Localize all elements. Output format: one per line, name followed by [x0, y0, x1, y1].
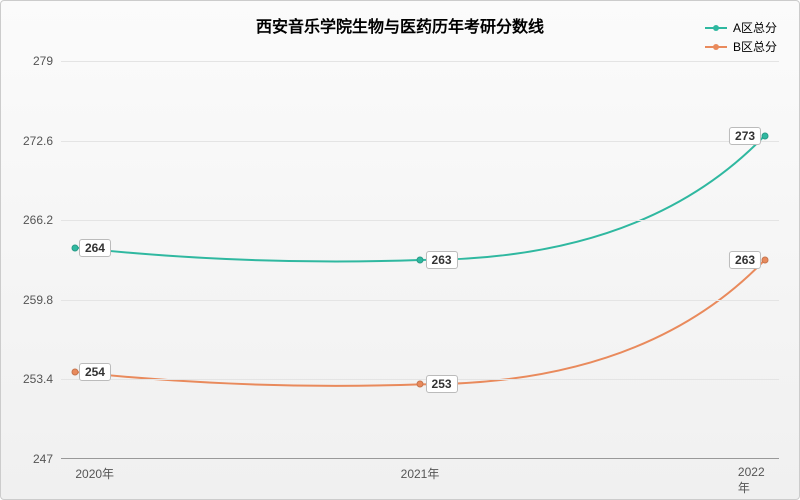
plot-area: 247253.4259.8266.2272.62792020年2021年2022… [61, 61, 779, 459]
data-marker [417, 257, 424, 264]
x-tick-label: 2020年 [75, 459, 114, 482]
y-tick-label: 272.6 [23, 134, 61, 148]
y-tick-label: 279 [33, 54, 61, 68]
legend-item-a: A区总分 [705, 19, 777, 36]
legend-label-b: B区总分 [733, 38, 777, 55]
data-label: 263 [729, 251, 761, 269]
data-marker [72, 368, 79, 375]
data-marker [417, 381, 424, 388]
y-tick-label: 266.2 [23, 213, 61, 227]
legend-label-a: A区总分 [733, 19, 777, 36]
series-line [75, 136, 764, 262]
gridline [61, 61, 779, 62]
x-tick-label: 2022年 [738, 459, 765, 496]
data-marker [72, 244, 79, 251]
y-tick-label: 259.8 [23, 293, 61, 307]
y-tick-label: 247 [33, 452, 61, 466]
chart-container: 西安音乐学院生物与医药历年考研分数线 A区总分 B区总分 247253.4259… [0, 0, 800, 500]
data-label: 253 [426, 375, 458, 393]
series-line [75, 260, 764, 386]
gridline [61, 300, 779, 301]
data-label: 273 [729, 127, 761, 145]
legend-swatch-b [705, 46, 727, 48]
y-tick-label: 253.4 [23, 372, 61, 386]
data-label: 254 [79, 363, 111, 381]
data-label: 263 [426, 251, 458, 269]
x-tick-label: 2021年 [401, 459, 440, 482]
chart-title: 西安音乐学院生物与医药历年考研分数线 [1, 13, 799, 37]
gridline [61, 141, 779, 142]
legend-swatch-a [705, 27, 727, 29]
legend-item-b: B区总分 [705, 38, 777, 55]
data-marker [761, 257, 768, 264]
data-marker [761, 132, 768, 139]
legend: A区总分 B区总分 [705, 19, 777, 57]
gridline [61, 220, 779, 221]
data-label: 264 [79, 239, 111, 257]
